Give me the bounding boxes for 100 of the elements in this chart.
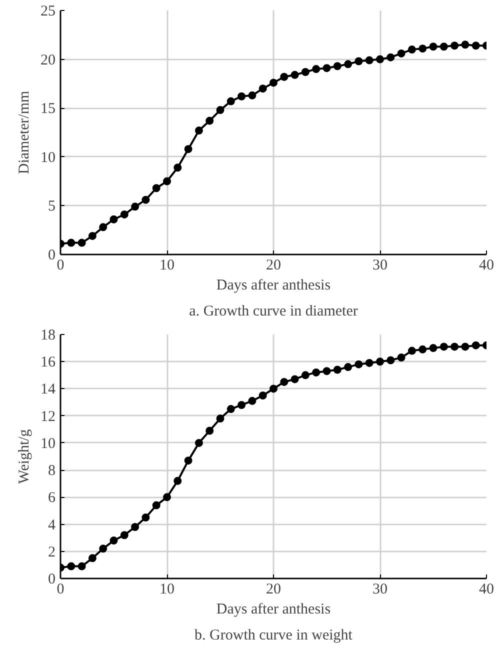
x-tick-label: 30 — [372, 258, 388, 274]
point — [344, 363, 352, 372]
point — [163, 493, 171, 502]
point — [450, 342, 459, 351]
point — [174, 164, 182, 172]
point — [238, 92, 246, 100]
point — [99, 223, 108, 232]
y-tick-label: 10 — [40, 436, 56, 452]
x-tick-label: 30 — [372, 582, 388, 598]
point — [184, 145, 192, 154]
point — [322, 367, 331, 376]
point — [354, 57, 363, 66]
point — [120, 531, 128, 540]
y-tick-label: 12 — [40, 408, 56, 425]
point — [67, 238, 76, 247]
y-tick-label: 16 — [40, 354, 56, 371]
y-tick-label: 6 — [48, 490, 56, 506]
point — [354, 360, 363, 368]
point — [226, 97, 235, 106]
point — [344, 60, 352, 68]
y-tick-label: 0 — [48, 572, 56, 588]
point — [206, 426, 214, 435]
point — [258, 392, 267, 400]
x-tick-label: 20 — [266, 582, 281, 598]
y-tick-label: 2 — [48, 544, 56, 560]
point — [376, 55, 384, 64]
x-tick-label: 40 — [479, 258, 494, 274]
point — [110, 215, 118, 224]
point — [88, 554, 96, 562]
point — [301, 68, 310, 76]
point — [110, 536, 118, 545]
point — [152, 501, 160, 510]
point — [270, 78, 278, 87]
y-tick-label: 4 — [48, 517, 56, 534]
point — [440, 42, 448, 51]
y-tick-label: 15 — [40, 101, 56, 118]
point — [408, 46, 416, 54]
point — [365, 56, 374, 64]
point — [78, 238, 86, 247]
point — [461, 342, 470, 351]
point — [216, 106, 224, 114]
point — [280, 72, 288, 81]
point — [408, 346, 416, 355]
point — [142, 196, 150, 204]
y-tick-label: 20 — [40, 52, 56, 68]
point — [152, 184, 160, 192]
point — [418, 345, 427, 354]
point — [472, 42, 480, 50]
point — [248, 396, 256, 405]
text: a. Growth curve in diameter — [189, 304, 358, 320]
y-tick-label: 25 — [40, 4, 56, 20]
point — [397, 49, 406, 58]
point — [184, 456, 192, 465]
point — [238, 400, 246, 409]
point — [386, 356, 395, 364]
point — [142, 514, 150, 522]
point — [270, 384, 278, 393]
point — [280, 378, 288, 386]
point — [301, 371, 310, 380]
point — [226, 405, 235, 414]
point — [206, 116, 214, 125]
point — [376, 358, 384, 366]
point — [333, 62, 342, 70]
x-tick-label: 10 — [160, 582, 174, 598]
point — [312, 368, 320, 376]
y-tick-label: 10 — [40, 150, 56, 166]
point — [472, 341, 480, 350]
point — [99, 544, 108, 553]
point — [194, 126, 203, 135]
point — [67, 562, 76, 570]
point — [386, 53, 395, 62]
point — [248, 91, 256, 100]
point — [429, 344, 438, 352]
point — [216, 414, 224, 423]
y-tick-label: 14 — [40, 382, 56, 398]
x-axis-title: Days after anthesis — [216, 278, 331, 294]
y-axis-title: Weight/g — [16, 428, 32, 484]
point — [194, 438, 203, 447]
y-tick-label: 18 — [40, 328, 56, 344]
x-tick-label: 10 — [160, 258, 174, 274]
point — [333, 366, 342, 374]
point — [397, 354, 406, 362]
point — [312, 65, 320, 74]
point — [290, 70, 299, 79]
y-tick-label: 8 — [48, 463, 56, 480]
y-tick-label: 0 — [48, 248, 56, 264]
point — [258, 84, 267, 93]
point — [163, 177, 171, 186]
point — [365, 358, 374, 367]
point — [429, 42, 438, 51]
point — [322, 64, 331, 72]
x-axis-title: Days after anthesis — [216, 602, 331, 618]
point — [450, 42, 459, 50]
point — [174, 476, 182, 485]
point — [131, 522, 140, 531]
x-tick-label: 40 — [479, 582, 494, 598]
point — [290, 375, 299, 384]
x-tick-label: 20 — [266, 258, 281, 274]
point — [461, 40, 470, 49]
y-axis-title: Diameter/mm — [16, 90, 32, 174]
